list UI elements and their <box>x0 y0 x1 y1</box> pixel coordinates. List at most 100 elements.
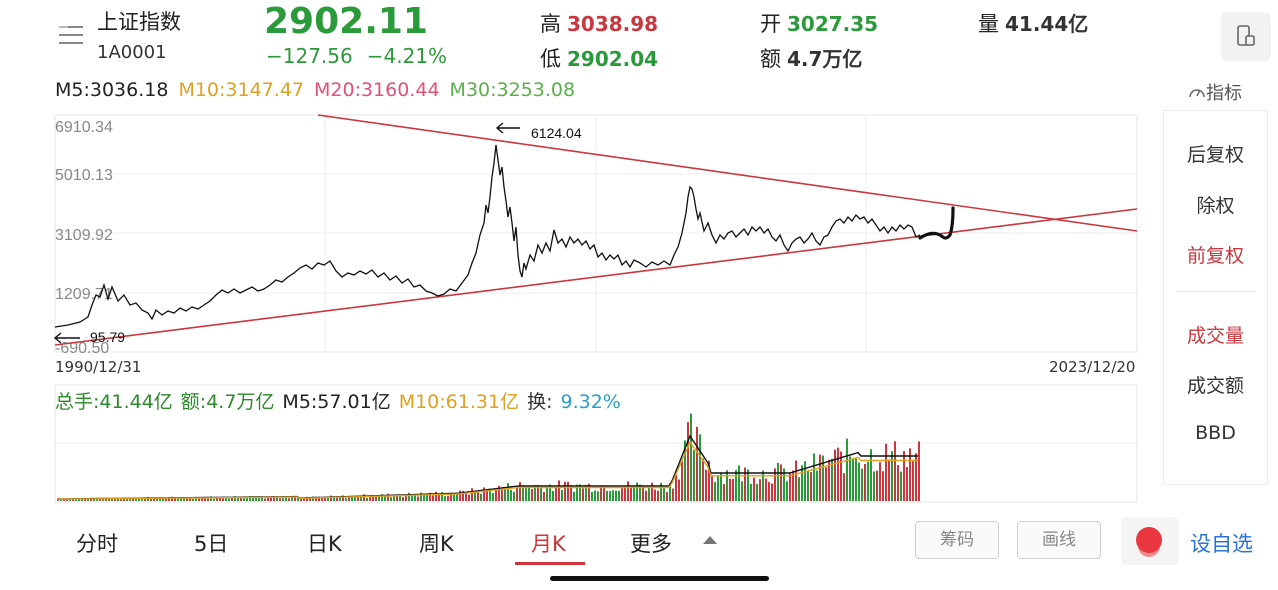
volume-bar <box>219 496 221 501</box>
volume-bar <box>660 482 662 501</box>
tab-5day[interactable]: 5日 <box>194 532 229 556</box>
volume-bar <box>336 496 338 501</box>
volume-bar <box>603 485 605 501</box>
volume-bar <box>765 478 767 501</box>
volume-bar <box>315 497 317 501</box>
volume-bar <box>330 495 332 501</box>
volume-bar <box>489 488 491 501</box>
volume-bar <box>906 467 908 501</box>
annotation-low: 95.79 <box>53 329 125 345</box>
menu-icon[interactable] <box>58 24 84 46</box>
volume-bar <box>183 498 185 501</box>
volume-bar <box>867 461 869 501</box>
stat-amount: 额 4.7万亿 <box>760 43 862 73</box>
volume-bar <box>396 495 398 501</box>
volume-bar <box>615 490 617 501</box>
volume-bar <box>570 485 572 501</box>
volume-bar <box>522 485 524 501</box>
volume-bar <box>621 488 623 501</box>
annotation-high-text: 6124.04 <box>531 125 582 141</box>
volume-bar <box>624 486 626 501</box>
volume-bar <box>249 496 251 501</box>
volume-bar <box>222 498 224 501</box>
record-button[interactable] <box>1121 517 1179 565</box>
volume-m5: M5:57.01亿 <box>282 391 391 413</box>
volume-bar <box>135 499 137 501</box>
volume-bar <box>138 498 140 501</box>
volume-bar <box>825 467 827 501</box>
volume-bar <box>591 491 593 501</box>
volume-bar <box>93 499 95 501</box>
volume-bar <box>339 496 341 501</box>
draw-line-button[interactable]: 画线 <box>1017 521 1101 559</box>
volume-bar <box>258 497 260 501</box>
volume-bar <box>366 497 368 501</box>
ma20-label: M20:3160.44 <box>314 79 440 101</box>
volume-bar <box>372 496 374 501</box>
volume-bar <box>819 454 821 501</box>
volume-bar <box>189 498 191 501</box>
side-item-post-adjust[interactable]: 后复权 <box>1186 144 1244 166</box>
device-switch-button[interactable] <box>1221 12 1271 61</box>
volume-bar <box>885 443 887 501</box>
tab-intraday[interactable]: 分时 <box>76 532 118 556</box>
kline-chart[interactable]: 6910.34 5010.13 3109.92 1209.71 -690.50 … <box>0 105 1150 360</box>
volume-bar <box>846 438 848 501</box>
volume-bar <box>684 440 686 501</box>
volume-bar <box>207 498 209 501</box>
volume-bar <box>714 482 716 501</box>
volume-label: 量 <box>978 12 999 36</box>
add-favorite-button[interactable]: 设自选 <box>1190 532 1253 556</box>
volume-m10: M10:61.31亿 <box>398 391 520 413</box>
volume-bar <box>279 498 281 501</box>
volume-bar <box>405 495 407 501</box>
volume-bar <box>597 491 599 501</box>
volume-bar <box>780 464 782 501</box>
tab-weekly-k[interactable]: 周K <box>419 532 454 556</box>
side-item-pre-adjust[interactable]: 前复权 <box>1186 245 1244 267</box>
ma30-label: M30:3253.08 <box>449 79 576 101</box>
side-item-amount[interactable]: 成交额 <box>1186 375 1244 397</box>
volume-bar <box>645 490 647 501</box>
caret-up-icon[interactable] <box>703 536 717 544</box>
open-label: 开 <box>760 12 781 36</box>
volume-bar <box>171 496 173 501</box>
side-item-bbd[interactable]: BBD <box>1195 422 1236 444</box>
volume-bar <box>384 496 386 501</box>
volume-bar <box>414 495 416 501</box>
active-tab-underline <box>515 562 585 565</box>
chips-button[interactable]: 筹码 <box>915 521 999 559</box>
volume-bar <box>585 484 587 501</box>
stat-low: 低 2902.04 <box>540 43 658 73</box>
volume-bar <box>363 494 365 501</box>
volume-bar <box>204 497 206 501</box>
indicator-button[interactable]: 指标 <box>1188 79 1242 105</box>
volume-bar <box>192 498 194 501</box>
volume-bar <box>663 487 665 501</box>
volume-bar <box>774 468 776 501</box>
tab-daily-k[interactable]: 日K <box>307 532 342 556</box>
volume-bar <box>426 495 428 501</box>
volume-bar <box>696 426 698 501</box>
volume-bar <box>912 461 914 501</box>
side-item-ex-rights[interactable]: 除权 <box>1196 195 1235 217</box>
volume-bar <box>162 497 164 501</box>
volume-bar <box>795 460 797 501</box>
side-item-volume[interactable]: 成交量 <box>1186 325 1244 347</box>
volume-chart[interactable] <box>0 380 1150 505</box>
volume-bar <box>144 497 146 501</box>
tab-more[interactable]: 更多 <box>630 532 672 556</box>
volume-bar <box>387 493 389 501</box>
volume-bar <box>378 495 380 501</box>
tab-monthly-k[interactable]: 月K <box>531 532 566 556</box>
volume-bar <box>693 450 695 501</box>
volume-total: 总手:41.44亿 <box>55 391 173 413</box>
volume-bar <box>453 494 455 501</box>
volume-bar <box>75 498 77 501</box>
volume-bar <box>636 482 638 501</box>
side-panel: 后复权 除权 前复权 成交量 成交额 BBD <box>1163 110 1268 485</box>
volume-bar <box>180 498 182 501</box>
volume-bar <box>900 471 902 501</box>
volume-bar <box>81 498 83 501</box>
volume-bar <box>750 483 752 501</box>
